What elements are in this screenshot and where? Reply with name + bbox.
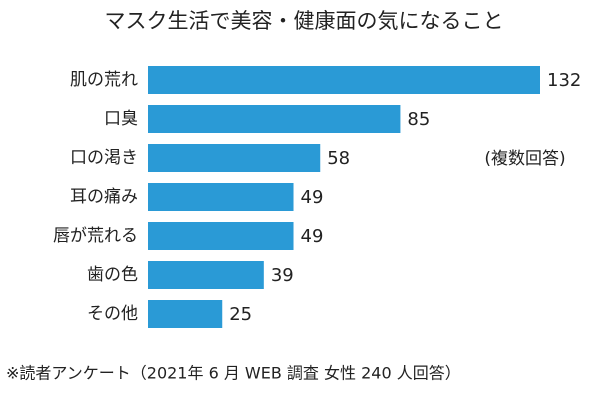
bar [148,66,540,94]
bar [148,144,321,172]
category-label: 口臭 [104,109,138,129]
category-label: 唇が荒れる [53,226,138,246]
value-label: 49 [301,226,324,247]
value-label: 39 [271,265,294,286]
value-label: 85 [407,109,430,130]
value-label: 49 [301,187,324,208]
category-label: 肌の荒れ [70,70,138,90]
category-label: 歯の色 [87,265,138,285]
footnote: ※読者アンケート（2021年 6 月 WEB 調査 女性 240 人回答） [6,364,461,383]
value-label: 132 [547,70,581,91]
chart-title: マスク生活で美容・健康面の気になること [105,9,504,33]
category-label: 口の渇き [70,148,138,168]
value-label: 25 [229,304,252,325]
bar [148,183,294,211]
bar [148,300,223,328]
bar [148,222,294,250]
category-label: 耳の痛み [70,187,138,207]
category-label: その他 [87,304,138,324]
value-label: 58 [327,148,350,169]
note: (複数回答) [484,149,565,169]
bar [148,105,401,133]
bar [148,261,264,289]
